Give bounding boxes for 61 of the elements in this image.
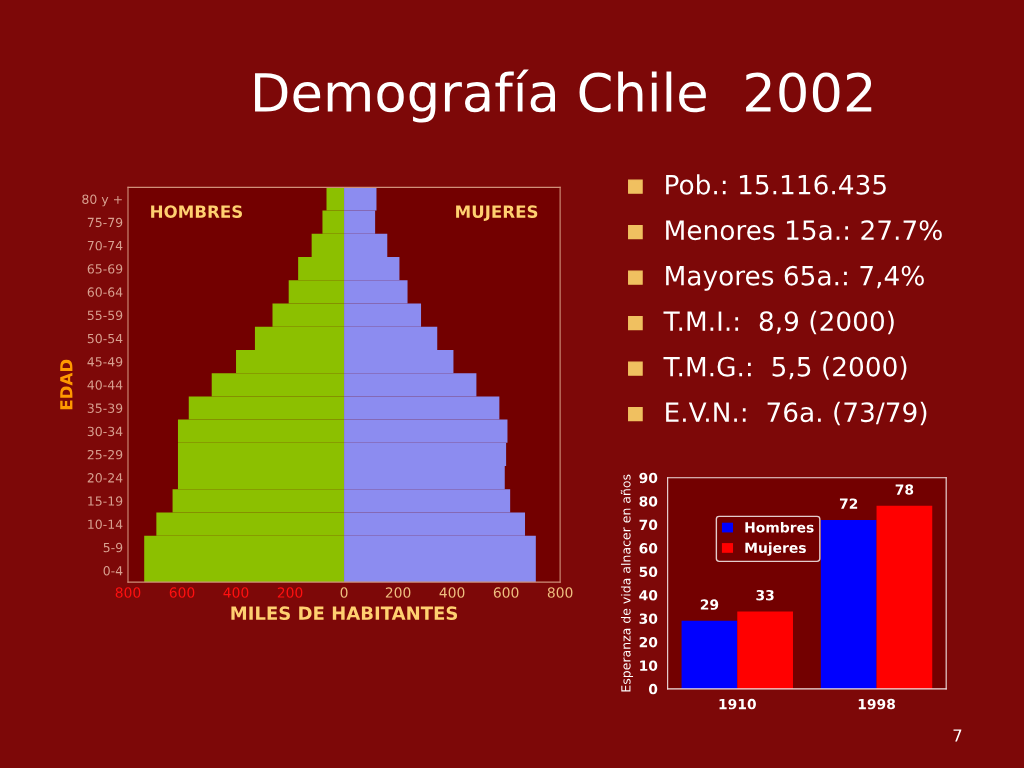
data-label: 33 [756, 589, 774, 601]
x-tick-label: 1910 [719, 698, 756, 710]
x-tick-label: 200 [277, 587, 303, 598]
x-tick-label: 600 [493, 587, 519, 598]
x-tick-label: 600 [169, 587, 195, 598]
y-tick-label: 0 [648, 683, 658, 695]
annotation: HOMBRES [151, 205, 243, 218]
x-axis-title: MILES DE HABITANTES [231, 606, 458, 620]
legend-label: Mujeres [745, 542, 806, 556]
y-tick-label: 70-74 [87, 240, 123, 251]
legend-label: Hombres [745, 521, 814, 533]
y-tick-label: 45-49 [87, 357, 123, 367]
text: E.V.N.: 76a. (73/79) [666, 401, 927, 426]
annotation: MUJERES [456, 205, 538, 221]
y-tick-label: 80 [639, 496, 658, 507]
y-tick-label: 80 y + [82, 194, 122, 207]
y-tick-label: 10 [640, 660, 658, 671]
y-tick-label: 15-19 [88, 496, 123, 506]
y-tick-label: 90 [639, 472, 658, 484]
text: Demografía Chile 2002 [255, 69, 872, 123]
bar [876, 505, 933, 689]
bar [681, 620, 738, 689]
data-label: 29 [700, 599, 719, 610]
y-tick-label: 65-69 [87, 264, 123, 274]
y-tick-label: 60-64 [87, 287, 123, 297]
y-tick-label: 70 [639, 519, 658, 531]
x-tick-label: 400 [223, 587, 249, 598]
data-label: 78 [895, 484, 914, 495]
x-tick-label: 800 [547, 587, 573, 598]
text: Pob.: 15.116.435 [666, 174, 886, 195]
x-tick-label: 1998 [858, 698, 896, 710]
text: 7 [953, 729, 962, 742]
text: T.M.I.: 8,9 (2000) [663, 310, 894, 335]
y-tick-label: 5-9 [103, 542, 123, 553]
y-tick-label: 30-34 [87, 426, 123, 437]
x-tick-label: 800 [115, 587, 141, 598]
bar [737, 611, 793, 689]
y-tick-label: 20 [639, 636, 658, 648]
y-tick-label: 75-79 [87, 217, 123, 228]
y-tick-label: 60 [639, 543, 658, 554]
y-tick-label: 50 [639, 566, 658, 578]
x-tick-label: 400 [439, 587, 465, 598]
y-tick-label: 35-39 [87, 403, 123, 413]
text: T.M.G.: 5,5 (2000) [663, 356, 907, 380]
text: Menores 15a.: 27.7% [666, 220, 942, 241]
x-tick-label: 200 [385, 587, 411, 598]
y-tick-label: 20-24 [87, 473, 123, 483]
y-tick-label: 55-59 [87, 310, 123, 321]
y-tick-label: 30 [639, 613, 658, 624]
y-tick-label: 10-14 [88, 519, 123, 530]
x-tick-label: 0 [340, 587, 348, 598]
text: Mayores 65a.: 7,4% [666, 265, 924, 291]
y-axis-title: Esperanza de vida alnacer en años [620, 474, 634, 692]
bar [820, 519, 877, 689]
y-tick-label: 50-54 [87, 333, 123, 344]
y-tick-label: 40-44 [87, 380, 123, 390]
data-label: 72 [839, 498, 858, 509]
y-tick-label: 0-4 [103, 566, 123, 576]
y-axis-title: EDAD [60, 359, 73, 410]
y-tick-label: 40 [639, 590, 658, 601]
y-tick-label: 25-29 [87, 449, 123, 460]
